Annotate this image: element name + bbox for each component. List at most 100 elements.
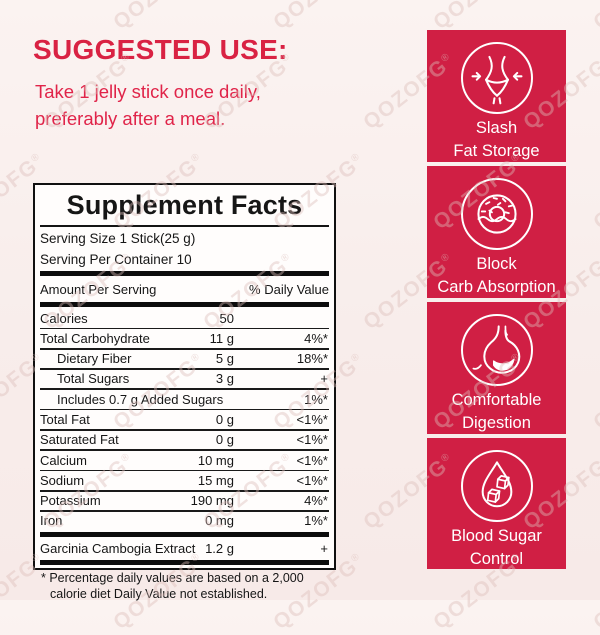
nutrient-name: Calories xyxy=(40,310,88,326)
nutrient-daily-value: 4%* xyxy=(304,493,328,509)
thick-divider xyxy=(40,302,329,307)
icon-ring xyxy=(460,178,533,250)
row-divider xyxy=(40,408,329,411)
nutrient-name: Garcinia Cambogia Extract xyxy=(40,540,196,556)
row-divider xyxy=(40,489,329,492)
watermark-text: QOZOFG® xyxy=(269,0,370,35)
thick-divider xyxy=(40,559,329,565)
amount-per-serving-label: Amount Per Serving xyxy=(40,282,157,297)
nutrient-name: Total Sugars xyxy=(57,371,130,387)
icon-ring xyxy=(460,450,533,522)
nutrition-row: Includes 0.7 g Added Sugars 1%* xyxy=(40,390,329,409)
thick-divider xyxy=(40,532,329,538)
nutrition-row: Total Carbohydrate 11 g 4%* xyxy=(40,329,329,348)
suggested-use-line-2: preferably after a meal. xyxy=(35,108,226,129)
nutrient-name: Total Fat xyxy=(40,411,90,427)
benefit-label: Digestion xyxy=(462,413,531,432)
row-divider xyxy=(40,469,329,472)
nutrient-daily-value: 1%* xyxy=(304,391,328,407)
nutrient-name: Calcium xyxy=(40,452,87,468)
row-divider xyxy=(40,449,329,452)
nutrient-daily-value: + xyxy=(320,371,328,387)
footnote-line-1: * Percentage daily values are based on a… xyxy=(41,570,304,585)
nutrition-row: Dietary Fiber 5 g 18%* xyxy=(40,350,329,369)
nutrition-row: Total Fat 0 g <1%* xyxy=(40,410,329,429)
serving-size: Serving Size 1 Stick(25 g) xyxy=(40,231,196,246)
footnote: * Percentage daily values are based on a… xyxy=(40,567,329,603)
donut-icon xyxy=(476,194,517,234)
nutrition-row: Garcinia Cambogia Extract 1.2 g + xyxy=(40,539,329,558)
stomach-icon xyxy=(472,325,520,374)
nutrient-amount: 5 g xyxy=(215,351,234,367)
watermark-text: QOZOFG® xyxy=(589,154,600,235)
watermark-text: QOZOFG® xyxy=(109,0,210,35)
suggested-use-heading: SUGGESTED USE: xyxy=(33,34,288,65)
nutrient-daily-value: + xyxy=(320,540,328,556)
footnote-line-2: calorie diet Daily Value not established… xyxy=(50,587,268,602)
nutrient-name: Total Carbohydrate xyxy=(40,330,150,346)
nutrient-name: Iron xyxy=(40,513,63,529)
watermark-text: QOZOFG® xyxy=(0,0,50,35)
icon-ring xyxy=(460,42,533,114)
thick-divider xyxy=(40,271,329,276)
benefit-label: Control xyxy=(469,549,524,568)
row-divider xyxy=(40,510,329,512)
benefit-card-block-carb-absorption: Block Carb Absorption xyxy=(427,166,566,298)
nutrition-row: Saturated Fat 0 g <1%* xyxy=(40,431,329,450)
nutrient-name: Potassium xyxy=(40,493,101,509)
nutrient-name: Saturated Fat xyxy=(40,432,119,448)
nutrition-row: Calories 50 xyxy=(40,309,329,328)
row-divider xyxy=(40,327,329,330)
nutrient-amount: 11 g xyxy=(209,330,234,346)
benefit-label: Comfortable xyxy=(451,391,542,409)
nutrient-amount: 0 g xyxy=(215,432,234,448)
nutrient-amount: 3 g xyxy=(215,371,234,387)
nutrient-amount: 190 mg xyxy=(190,493,234,509)
nutrient-amount: 0 mg xyxy=(205,513,234,529)
nutrient-amount: 10 mg xyxy=(197,452,234,468)
nutrition-row: Total Sugars 3 g + xyxy=(40,370,329,389)
watermark-text: QOZOFG® xyxy=(589,554,600,635)
nutrient-daily-value: <1%* xyxy=(296,411,328,427)
nutrient-daily-value: 4%* xyxy=(304,330,328,346)
benefit-card-slash-fat-storage: Slash Fat Storage xyxy=(427,30,566,162)
column-header-row: Amount Per Serving % Daily Value xyxy=(40,278,329,300)
benefit-label: Block xyxy=(476,255,517,273)
nutrient-name: Dietary Fiber xyxy=(57,351,132,367)
nutrient-amount: 0 g xyxy=(215,411,234,427)
nutrient-daily-value: <1%* xyxy=(296,452,328,468)
nutrient-amount: 50 xyxy=(219,310,234,326)
daily-value-label: % Daily Value xyxy=(249,282,329,297)
divider xyxy=(40,225,329,227)
nutrient-name: Includes 0.7 g Added Sugars xyxy=(57,391,224,407)
watermark-text: QOZOFG® xyxy=(589,0,600,35)
nutrient-daily-value: 18%* xyxy=(296,351,328,367)
nutrient-amount: 1.2 g xyxy=(205,540,234,556)
nutrient-name: Sodium xyxy=(40,472,85,488)
nutrient-daily-value: 1%* xyxy=(304,513,328,529)
nutrient-daily-value: <1%* xyxy=(296,432,328,448)
benefit-card-blood-sugar-control: Blood Sugar Control xyxy=(427,438,566,569)
nutrition-row: Iron 0 mg 1%* xyxy=(40,512,329,531)
benefit-label: Carb Absorption xyxy=(437,277,556,296)
nutrition-row: Calcium 10 mg <1%* xyxy=(40,451,329,470)
suggested-use-line-1: Take 1 jelly stick once daily, xyxy=(35,81,261,102)
supplement-facts-panel: Supplement Facts Serving Size 1 Stick(25… xyxy=(33,183,336,601)
benefit-label: Fat Storage xyxy=(453,141,540,160)
benefit-card-comfortable-digestion: Comfortable Digestion xyxy=(427,302,566,434)
row-divider xyxy=(40,388,329,391)
row-divider xyxy=(40,428,329,431)
nutrient-amount: 15 mg xyxy=(197,472,234,488)
nutrition-row: Potassium 190 mg 4%* xyxy=(40,492,329,511)
supplement-facts-title: Supplement Facts xyxy=(66,190,303,220)
nutrient-daily-value: <1%* xyxy=(296,472,328,488)
slim-waist-icon xyxy=(471,55,522,105)
benefit-label: Blood Sugar xyxy=(451,527,542,545)
nutrition-row: Sodium 15 mg <1%* xyxy=(40,471,329,490)
watermark-text: QOZOFG® xyxy=(589,354,600,435)
icon-ring xyxy=(460,314,533,386)
row-divider xyxy=(40,347,329,350)
nutrition-rows: Calories 50 Total Carbohydrate 11 g 4%* Dieta… xyxy=(40,309,329,565)
row-divider xyxy=(40,368,329,370)
